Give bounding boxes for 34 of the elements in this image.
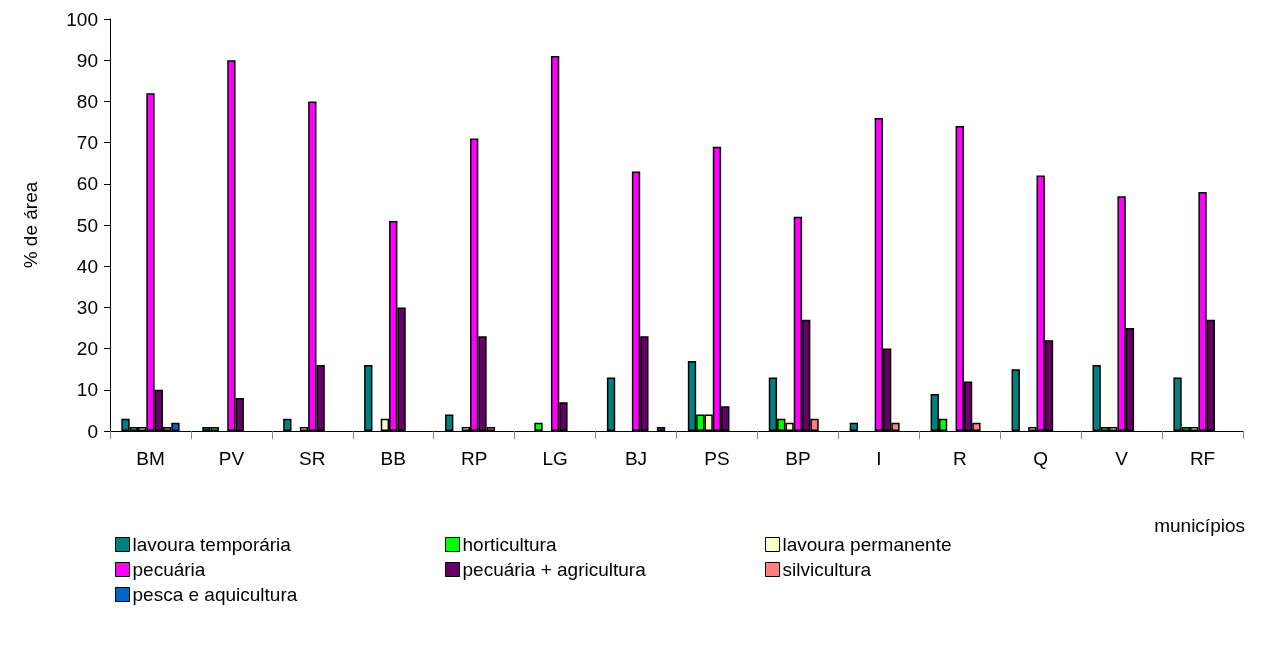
x-tick-label: SR xyxy=(299,448,326,469)
x-tick-label: RF xyxy=(1189,448,1216,469)
x-tick-label: RP xyxy=(460,448,488,469)
x-tick-label: BM xyxy=(136,448,165,469)
x-tick-label: Q xyxy=(1033,448,1049,469)
y-tick-label: 50 xyxy=(76,214,98,236)
y-tick-label: 30 xyxy=(76,296,98,318)
x-tick-label: BJ xyxy=(624,448,648,469)
y-axis-title: % de área xyxy=(20,181,41,269)
legend-label: pecuária + agricultura xyxy=(462,559,647,580)
x-tick-label: LG xyxy=(542,448,568,469)
legend-label: pesca e aquicultura xyxy=(132,584,298,605)
y-tick-label: 70 xyxy=(76,132,98,154)
legend-label: lavoura temporária xyxy=(132,534,292,555)
x-tick-label: V xyxy=(1115,448,1129,469)
y-tick-label: 20 xyxy=(76,338,98,360)
x-tick-label: I xyxy=(876,448,882,469)
x-tick-label: R xyxy=(952,448,967,469)
legend-label: pecuária xyxy=(132,559,206,580)
x-tick-label: PV xyxy=(218,448,245,469)
y-tick-label: 40 xyxy=(76,255,98,277)
y-tick-label: 100 xyxy=(66,8,98,30)
x-tick-label: BP xyxy=(785,448,811,469)
legend-label: horticultura xyxy=(462,534,557,555)
y-tick-label: 90 xyxy=(76,49,98,71)
x-tick-label: PS xyxy=(704,448,730,469)
x-tick-label: BB xyxy=(380,448,406,469)
y-tick-label: 10 xyxy=(76,379,98,401)
x-axis-title: municípios xyxy=(1154,515,1245,536)
y-tick-label: 0 xyxy=(87,420,98,442)
legend-label: silvicultura xyxy=(782,559,872,580)
y-tick-label: 80 xyxy=(76,90,98,112)
legend-label: lavoura permanente xyxy=(782,534,952,555)
y-tick-label: 60 xyxy=(76,173,98,195)
